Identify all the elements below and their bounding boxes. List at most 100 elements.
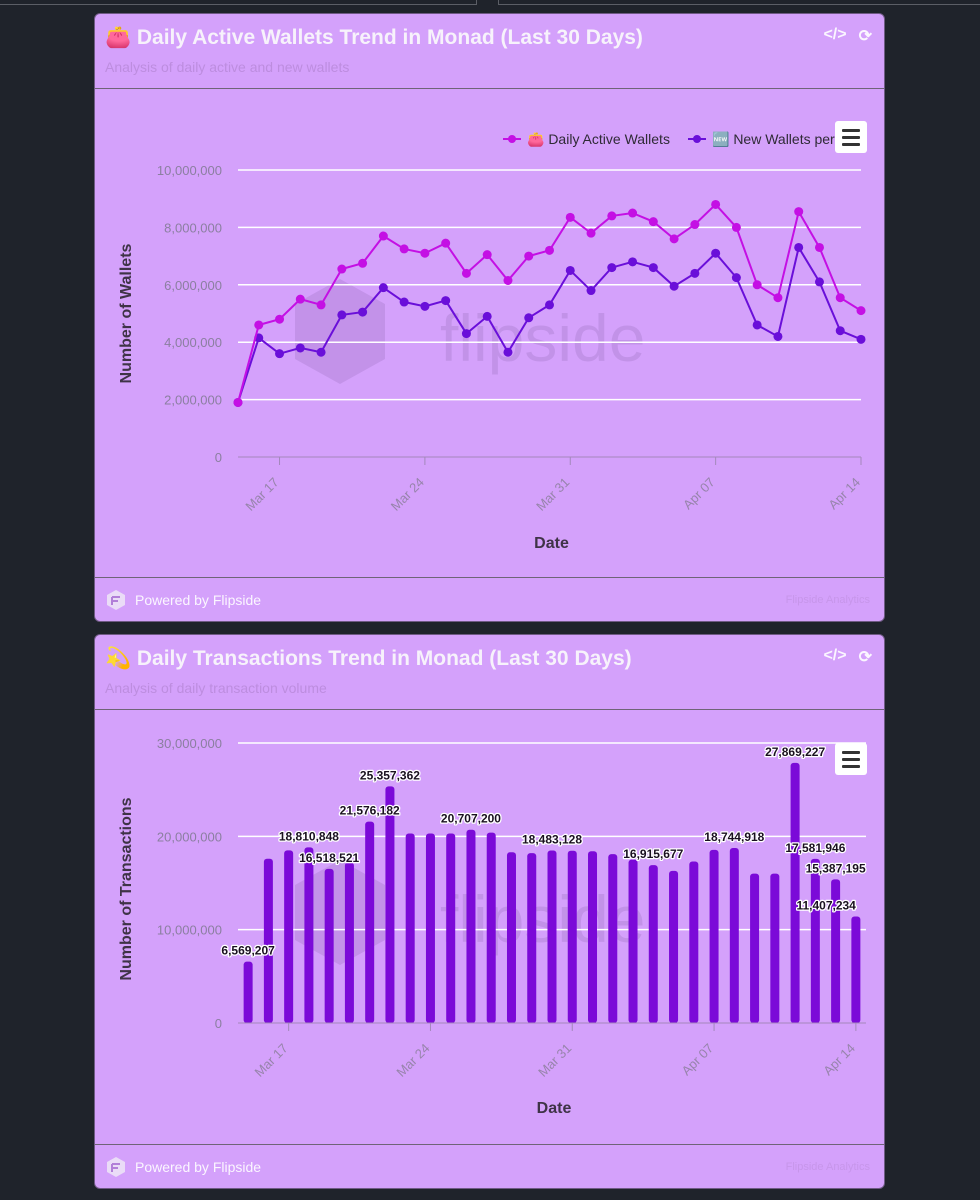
x-tick-label: Mar 17 (252, 1041, 291, 1080)
data-point (690, 220, 700, 230)
y-tick-label: 2,000,000 (164, 393, 222, 408)
card-title: 👛 Daily Active Wallets Trend in Monad (L… (105, 26, 643, 50)
data-label: 17,581,946 (785, 841, 845, 855)
data-point (295, 343, 305, 353)
card-actions: </> ⟳ (823, 26, 872, 46)
x-axis-title: Date (534, 535, 569, 552)
data-point (358, 307, 368, 317)
refresh-icon[interactable]: ⟳ (858, 28, 872, 45)
data-point (233, 397, 243, 407)
hamburger-menu-icon[interactable] (835, 121, 867, 153)
powered-by-text[interactable]: Powered by Flipside (135, 592, 262, 608)
bar (770, 873, 780, 1023)
bar (385, 786, 395, 1023)
y-tick-label: 10,000,000 (157, 923, 222, 938)
x-tick-label: Apr 07 (678, 1041, 716, 1079)
data-label: 21,576,182 (340, 804, 400, 818)
data-point (711, 248, 721, 258)
top-panel-right-edge (498, 0, 980, 5)
data-point (482, 311, 492, 321)
legend-marker (693, 135, 701, 143)
y-axis-title: Number of Wallets (118, 243, 135, 383)
data-point (399, 244, 409, 254)
data-point (814, 242, 824, 252)
x-tick-label: Mar 31 (533, 475, 572, 514)
powered-by-text[interactable]: Powered by Flipside (135, 1159, 262, 1175)
bar (324, 868, 334, 1023)
card-title: 💫 Daily Transactions Trend in Monad (Las… (105, 647, 632, 671)
data-point (316, 347, 326, 357)
data-point (441, 296, 451, 306)
data-point (731, 273, 741, 283)
data-point (337, 264, 347, 274)
data-point (461, 329, 471, 339)
bar (506, 852, 516, 1023)
data-point (545, 245, 554, 255)
header-divider (95, 709, 884, 710)
transactions-bar-chart: flipside010,000,00020,000,00030,000,000M… (118, 736, 867, 1117)
data-label: 18,483,128 (522, 832, 582, 846)
data-point (275, 314, 285, 324)
data-label: 15,387,195 (806, 861, 866, 875)
bar (790, 762, 800, 1023)
data-point (711, 199, 721, 209)
data-point (814, 277, 824, 287)
bar (729, 848, 739, 1023)
code-icon[interactable]: </> (823, 647, 847, 664)
data-point (275, 349, 285, 359)
y-tick-label: 0 (215, 1016, 222, 1031)
x-tick-label: Mar 17 (242, 475, 281, 514)
data-point (628, 208, 638, 218)
data-point (295, 294, 305, 304)
x-tick-label: Apr 14 (820, 1041, 858, 1079)
data-label: 20,707,200 (441, 812, 501, 826)
data-point (773, 293, 783, 303)
data-label: 16,518,521 (299, 851, 359, 865)
x-tick-label: Apr 07 (680, 475, 718, 513)
y-tick-label: 30,000,000 (157, 736, 222, 751)
y-tick-label: 4,000,000 (164, 335, 222, 350)
data-point (794, 207, 804, 217)
data-point (752, 320, 762, 330)
data-point (565, 212, 575, 222)
bar (425, 833, 435, 1023)
data-point (441, 238, 451, 248)
data-point (773, 331, 783, 341)
footer-divider (95, 577, 884, 578)
bar (831, 879, 841, 1023)
watermark-logo (295, 279, 385, 384)
footer-divider (95, 1144, 884, 1145)
bar (243, 961, 253, 1023)
bar (466, 829, 476, 1023)
hamburger-menu-icon[interactable] (835, 743, 867, 775)
y-tick-label: 6,000,000 (164, 278, 222, 293)
data-point (607, 211, 617, 221)
flipside-logo-icon (107, 1157, 125, 1177)
card-title-text: Daily Active Wallets Trend in Monad (Las… (136, 26, 643, 49)
bar (689, 861, 699, 1023)
data-point (628, 257, 638, 267)
wallets-line-chart: flipside 0 2,000,000 4,000,000 6,000,000 8,00… (118, 131, 866, 552)
x-tick-label: Apr 14 (825, 475, 863, 513)
bar (750, 873, 760, 1023)
data-point (461, 268, 471, 278)
data-label: 6,569,207 (221, 944, 275, 958)
legend-marker (508, 135, 516, 143)
data-point (586, 286, 596, 296)
data-point (378, 231, 388, 241)
x-tick-label: Mar 24 (388, 475, 427, 514)
refresh-icon[interactable]: ⟳ (858, 649, 872, 666)
bar (608, 854, 618, 1023)
bar (669, 870, 679, 1023)
code-icon[interactable]: </> (823, 26, 847, 43)
data-point (482, 250, 492, 260)
bar (810, 858, 820, 1023)
purse-icon: 👛 (105, 26, 132, 49)
x-tick-label: Mar 31 (535, 1041, 574, 1080)
card-subtitle: Analysis of daily transaction volume (105, 680, 327, 696)
data-point (545, 300, 554, 310)
y-tick-label: 10,000,000 (157, 163, 222, 178)
watermark-logo (295, 860, 385, 965)
bar (263, 858, 273, 1023)
data-point (607, 263, 617, 273)
